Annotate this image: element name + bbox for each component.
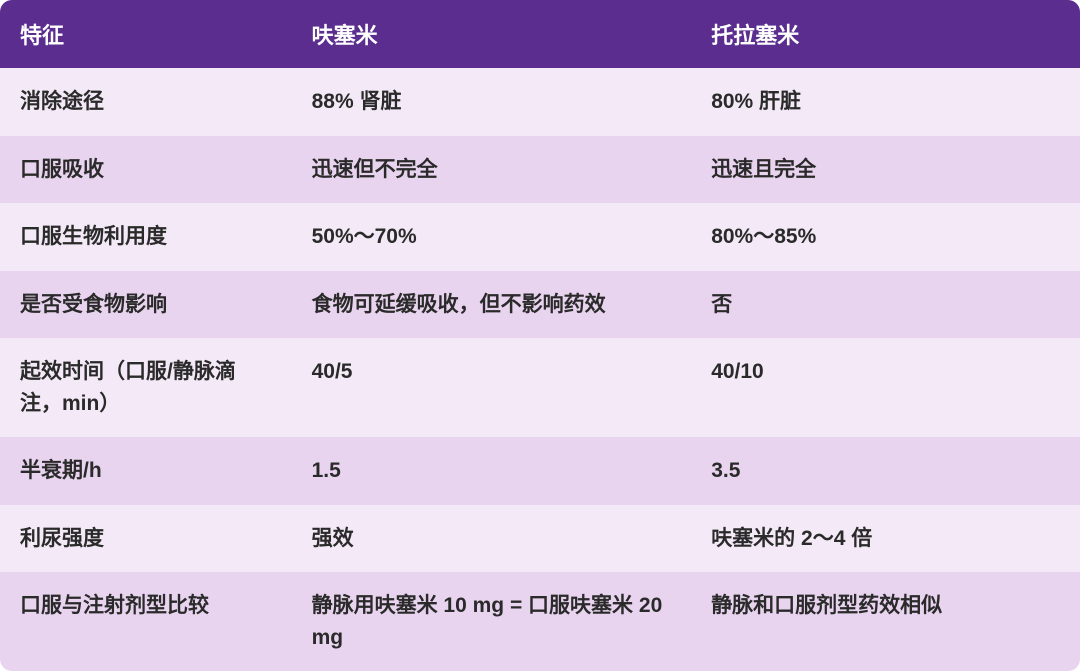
table-row: 口服吸收 迅速但不完全 迅速且完全	[0, 136, 1080, 204]
comparison-table: 特征 呋塞米 托拉塞米 消除途径 88% 肾脏 80% 肝脏 口服吸收 迅速但不…	[0, 0, 1080, 671]
cell-feature: 是否受食物影响	[0, 271, 292, 339]
table-row: 口服与注射剂型比较 静脉用呋塞米 10 mg = 口服呋塞米 20 mg 静脉和…	[0, 572, 1080, 671]
table-row: 消除途径 88% 肾脏 80% 肝脏	[0, 68, 1080, 136]
table-row: 起效时间（口服/静脉滴注，min） 40/5 40/10	[0, 338, 1080, 437]
cell-torasemide: 否	[691, 271, 1080, 339]
cell-feature: 起效时间（口服/静脉滴注，min）	[0, 338, 292, 437]
comparison-table-container: 特征 呋塞米 托拉塞米 消除途径 88% 肾脏 80% 肝脏 口服吸收 迅速但不…	[0, 0, 1080, 671]
cell-feature: 消除途径	[0, 68, 292, 136]
table-row: 口服生物利用度 50%～70% 80%～85%	[0, 203, 1080, 271]
cell-furosemide: 1.5	[292, 437, 692, 505]
cell-furosemide: 迅速但不完全	[292, 136, 692, 204]
cell-torasemide: 40/10	[691, 338, 1080, 437]
table-header-row: 特征 呋塞米 托拉塞米	[0, 0, 1080, 68]
cell-feature: 口服与注射剂型比较	[0, 572, 292, 671]
cell-furosemide: 40/5	[292, 338, 692, 437]
table-row: 利尿强度 强效 呋塞米的 2～4 倍	[0, 505, 1080, 573]
column-header-furosemide: 呋塞米	[292, 0, 692, 68]
cell-furosemide: 强效	[292, 505, 692, 573]
column-header-feature: 特征	[0, 0, 292, 68]
cell-feature: 利尿强度	[0, 505, 292, 573]
cell-feature: 半衰期/h	[0, 437, 292, 505]
cell-furosemide: 静脉用呋塞米 10 mg = 口服呋塞米 20 mg	[292, 572, 692, 671]
table-row: 是否受食物影响 食物可延缓吸收，但不影响药效 否	[0, 271, 1080, 339]
cell-torasemide: 呋塞米的 2～4 倍	[691, 505, 1080, 573]
column-header-torasemide: 托拉塞米	[691, 0, 1080, 68]
cell-furosemide: 50%～70%	[292, 203, 692, 271]
cell-torasemide: 80%～85%	[691, 203, 1080, 271]
cell-feature: 口服生物利用度	[0, 203, 292, 271]
cell-torasemide: 迅速且完全	[691, 136, 1080, 204]
cell-torasemide: 3.5	[691, 437, 1080, 505]
cell-feature: 口服吸收	[0, 136, 292, 204]
cell-furosemide: 88% 肾脏	[292, 68, 692, 136]
table-row: 半衰期/h 1.5 3.5	[0, 437, 1080, 505]
cell-torasemide: 80% 肝脏	[691, 68, 1080, 136]
cell-torasemide: 静脉和口服剂型药效相似	[691, 572, 1080, 671]
cell-furosemide: 食物可延缓吸收，但不影响药效	[292, 271, 692, 339]
